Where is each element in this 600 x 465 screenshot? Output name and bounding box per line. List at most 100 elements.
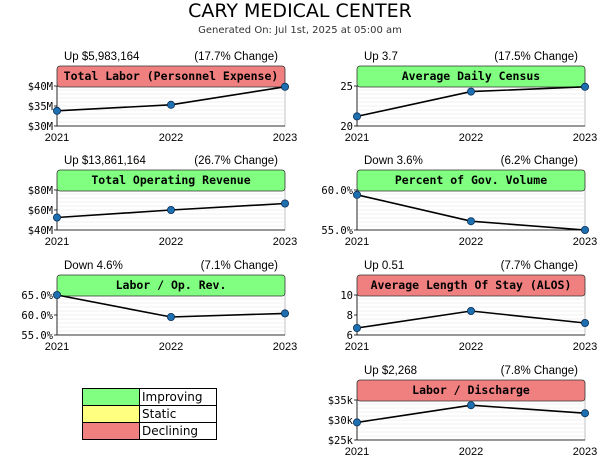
- data-point: [581, 82, 590, 91]
- x-tick-label: 2021: [45, 132, 69, 144]
- y-tick-label: $35M: [28, 101, 53, 113]
- chart-summary: Down 4.6%: [64, 260, 123, 272]
- data-point: [166, 205, 175, 214]
- legend: Improving Static Declining: [82, 388, 217, 440]
- legend-swatch-improving: [82, 388, 140, 406]
- chart-title-banner: [356, 65, 586, 88]
- chart-title-banner: [56, 274, 286, 297]
- x-tick-label: 2021: [345, 132, 369, 144]
- chart-change: (6.2% Change): [501, 155, 579, 167]
- data-point: [352, 323, 361, 332]
- x-tick-label: 2023: [273, 236, 297, 248]
- x-tick-label: 2021: [45, 341, 69, 353]
- page-title: CARY MEDICAL CENTER: [188, 0, 412, 22]
- chart-0: Up $5,983,164 (17.7% Change) $30M $35M $40M 2…: [28, 51, 298, 144]
- legend-row-improving: Improving: [82, 388, 217, 406]
- y-tick-label: 6: [347, 330, 353, 342]
- legend-label-improving: Improving: [139, 388, 217, 406]
- chart-title-banner: [356, 274, 586, 297]
- y-tick-label: $60M: [28, 205, 53, 217]
- chart-change: (17.5% Change): [494, 51, 578, 63]
- chart-title: Total Operating Revenue: [91, 173, 250, 187]
- x-tick-label: 2023: [573, 341, 597, 353]
- chart-1: Up 3.7 (17.5% Change) 20 25 2021 2022 2023 Aver…: [340, 51, 597, 144]
- x-tick-label: 2022: [459, 132, 483, 144]
- y-tick-label: 25: [340, 81, 353, 93]
- chart-summary: Down 3.6%: [364, 155, 423, 167]
- data-point: [53, 213, 62, 222]
- legend-swatch-static: [82, 405, 140, 423]
- x-tick-label: 2022: [159, 341, 183, 353]
- chart-title-banner: [56, 65, 286, 88]
- data-point: [466, 217, 475, 226]
- y-tick-label: 8: [347, 310, 353, 322]
- x-tick-label: 2023: [273, 341, 297, 353]
- x-tick-label: 2022: [159, 236, 183, 248]
- data-point: [166, 100, 175, 109]
- x-tick-label: 2023: [573, 132, 597, 144]
- chart-title-banner: [356, 169, 586, 192]
- x-tick-label: 2023: [573, 236, 597, 248]
- chart-change: (17.7% Change): [194, 51, 278, 63]
- chart-change: (7.8% Change): [501, 365, 579, 377]
- chart-summary: Up $13,861,164: [64, 155, 146, 167]
- data-point: [581, 225, 590, 234]
- y-tick-label: $40M: [28, 81, 53, 93]
- y-tick-label: 65.0%: [21, 290, 53, 302]
- x-tick-label: 2021: [45, 236, 69, 248]
- data-point: [280, 199, 289, 208]
- chart-title: Average Daily Census: [402, 69, 540, 83]
- legend-row-declining: Declining: [82, 422, 217, 440]
- data-point: [53, 290, 62, 299]
- legend-swatch-declining: [82, 422, 140, 440]
- data-point: [466, 306, 475, 315]
- y-tick-label: 20: [340, 121, 353, 133]
- data-point: [352, 190, 361, 199]
- y-tick-label: $30k: [328, 415, 354, 427]
- data-point: [352, 112, 361, 121]
- y-tick-label: 60.0%: [21, 310, 53, 322]
- chart-title: Percent of Gov. Volume: [395, 173, 547, 187]
- chart-summary: Up $5,983,164: [64, 51, 140, 63]
- x-tick-label: 2023: [573, 446, 597, 458]
- y-tick-label: $30M: [28, 121, 53, 133]
- x-tick-label: 2022: [459, 341, 483, 353]
- data-point: [280, 309, 289, 318]
- y-tick-label: 10: [340, 290, 353, 302]
- chart-4: Down 4.6% (7.1% Change) 55.0% 60.0% 65.0% 202…: [21, 260, 297, 353]
- x-tick-label: 2021: [345, 446, 369, 458]
- x-tick-label: 2022: [459, 236, 483, 248]
- data-point: [53, 106, 62, 115]
- chart-6: Up $2,268 (7.8% Change) $25k $30k $35k 2021 20…: [328, 365, 598, 458]
- chart-summary: Up $2,268: [364, 365, 417, 377]
- data-point: [581, 409, 590, 418]
- chart-title: Total Labor (Personnel Expense): [64, 69, 279, 83]
- data-point: [352, 418, 361, 427]
- chart-title-banner: [356, 379, 586, 402]
- y-tick-label: 60.0%: [321, 185, 353, 197]
- data-point: [280, 82, 289, 91]
- chart-change: (7.7% Change): [501, 260, 579, 272]
- chart-change: (7.1% Change): [201, 260, 279, 272]
- chart-title: Labor / Discharge: [412, 383, 530, 397]
- x-tick-label: 2022: [159, 132, 183, 144]
- y-tick-label: $40M: [28, 225, 53, 237]
- chart-3: Down 3.6% (6.2% Change) 55.0% 60.0% 2021 2022…: [321, 155, 597, 248]
- generated-timestamp: Generated On: Jul 1st, 2025 at 05:00 am: [198, 25, 402, 36]
- chart-2: Up $13,861,164 (26.7% Change) $40M $60M $80M…: [28, 155, 298, 248]
- data-point: [466, 401, 475, 410]
- legend-label-declining: Declining: [139, 422, 217, 440]
- y-tick-label: $35k: [328, 395, 354, 407]
- chart-5: Up 0.51 (7.7% Change) 6 8 10 2021 2022 2023 Aver…: [340, 260, 597, 353]
- chart-title: Labor / Op. Rev.: [116, 278, 227, 292]
- chart-summary: Up 3.7: [364, 51, 398, 63]
- x-tick-label: 2021: [345, 236, 369, 248]
- chart-title-banner: [56, 169, 286, 192]
- chart-summary: Up 0.51: [364, 260, 404, 272]
- legend-label-static: Static: [139, 405, 217, 423]
- y-tick-label: 55.0%: [21, 330, 53, 342]
- x-tick-label: 2022: [459, 446, 483, 458]
- x-tick-label: 2021: [345, 341, 369, 353]
- chart-change: (26.7% Change): [194, 155, 278, 167]
